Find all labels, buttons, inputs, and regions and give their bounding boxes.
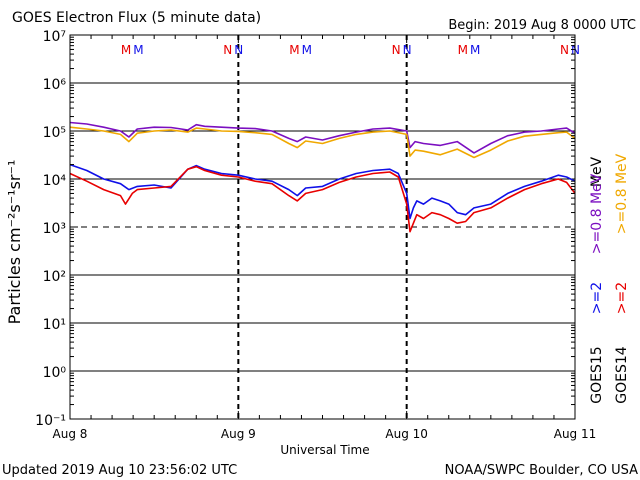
x-tick-label: Aug 9: [221, 427, 256, 441]
x-tick-label: Aug 11: [554, 427, 597, 441]
goes15-marker: M: [302, 43, 312, 57]
y-tick-label: 10⁴: [43, 173, 67, 189]
series-line-2: [69, 163, 576, 220]
goes15-high-energy-label: >=0.8 MeV: [589, 173, 605, 254]
x-tick-label: Aug 10: [385, 427, 428, 441]
begin-time: Begin: 2019 Aug 8 0000 UTC: [448, 18, 636, 33]
goes14-label: GOES14: [614, 346, 630, 404]
goes14-marker: N: [223, 43, 232, 57]
y-tick-label: 10⁻¹: [35, 413, 66, 429]
updated-time: Updated 2019 Aug 10 23:56:02 UTC: [2, 463, 237, 478]
goes15-low-energy-label: >=2: [589, 282, 605, 314]
x-axis-label: Universal Time: [280, 443, 369, 457]
series-line-1: [69, 126, 576, 159]
goes15-label: GOES15: [589, 346, 605, 403]
y-tick-label: 10²: [43, 269, 66, 285]
low-energy-unit-label: MeV: [589, 156, 605, 187]
y-tick-label: 10⁷: [43, 29, 66, 45]
y-tick-label: 10⁶: [43, 77, 67, 93]
goes14-marker: M: [458, 43, 468, 57]
grid: [70, 35, 575, 419]
goes14-high-energy-label: >=0.8 MeV: [614, 153, 630, 234]
series-line-0: [69, 121, 576, 154]
y-tick-label: 10⁵: [43, 125, 66, 141]
credit: NOAA/SWPC Boulder, CO USA: [445, 463, 638, 478]
goes14-marker: N: [392, 43, 401, 57]
goes15-marker: N: [234, 43, 243, 57]
goes14-marker: M: [289, 43, 299, 57]
y-tick-label: 10¹: [43, 317, 66, 333]
x-tick-label: Aug 8: [53, 427, 88, 441]
series-line-3: [69, 165, 576, 233]
goes14-low-energy-label: >=2: [614, 282, 630, 314]
plot-frame: [69, 34, 576, 420]
goes15-marker: N: [403, 43, 412, 57]
chart-title: GOES Electron Flux (5 minute data): [12, 10, 261, 26]
series-layer: [69, 121, 576, 233]
goes15-marker: M: [470, 43, 480, 57]
goes15-marker: M: [133, 43, 143, 57]
y-tick-label: 10³: [43, 221, 66, 237]
y-tick-label: 10⁰: [43, 365, 67, 381]
goes14-marker: M: [121, 43, 131, 57]
y-axis-label: Particles cm⁻²s⁻¹sr⁻¹: [5, 160, 24, 325]
goes14-marker: N: [560, 43, 569, 57]
ticks: 10⁻¹ 10⁰ 10¹ 10² 10³ 10⁴ 10⁵ 10⁶ 10⁷ Aug 8 Aug 9 Au…: [35, 29, 596, 441]
